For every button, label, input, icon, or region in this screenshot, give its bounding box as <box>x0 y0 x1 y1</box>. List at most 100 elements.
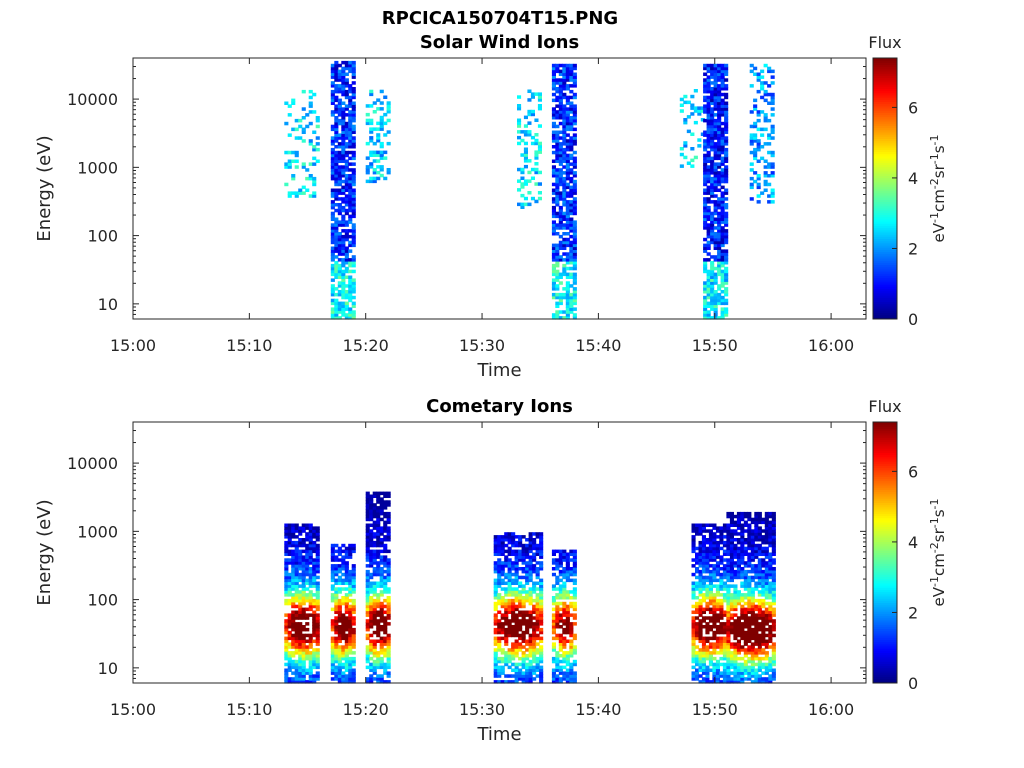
x-tick-label: 15:50 <box>692 336 738 355</box>
colorbar-cell <box>873 99 897 102</box>
heatmap-cell <box>722 651 727 655</box>
heatmap-cell <box>493 662 498 667</box>
heatmap-cell <box>736 677 741 681</box>
heatmap-cell <box>760 84 765 88</box>
heatmap-cell <box>337 636 342 641</box>
heatmap-cell <box>386 500 391 504</box>
heatmap-cell <box>558 633 563 638</box>
heatmap-cell <box>729 529 734 533</box>
heatmap-cell <box>386 110 391 114</box>
heatmap-cell <box>691 665 696 670</box>
heatmap-cell <box>525 622 530 626</box>
heatmap-cell <box>555 610 560 614</box>
heatmap-cell <box>337 133 342 137</box>
heatmap-cell <box>729 613 734 617</box>
heatmap-cell <box>757 622 762 626</box>
heatmap-cell <box>706 136 711 140</box>
heatmap-cell <box>287 535 292 539</box>
heatmap-cell <box>757 520 762 525</box>
heatmap-cell <box>717 118 722 123</box>
heatmap-cell <box>369 622 374 626</box>
heatmap-cell <box>291 543 296 548</box>
heatmap-cell <box>698 648 703 652</box>
heatmap-cell <box>760 95 765 100</box>
heatmap-cell <box>379 127 384 131</box>
heatmap-cell <box>719 593 724 597</box>
heatmap-cell <box>715 645 720 649</box>
heatmap-cell <box>287 104 292 108</box>
heatmap-cell <box>729 601 734 606</box>
heatmap-cell <box>351 616 356 620</box>
heatmap-cell <box>729 630 734 635</box>
heatmap-cell <box>365 601 370 606</box>
colorbar-cell <box>873 116 897 120</box>
heatmap-cell <box>706 127 711 132</box>
heatmap-cell <box>514 648 519 652</box>
colorbar-unit-part: -1 <box>928 134 941 145</box>
heatmap-cell <box>369 598 374 603</box>
heatmap-cell <box>514 627 519 632</box>
heatmap-cell <box>719 610 724 614</box>
heatmap-cell <box>284 593 289 597</box>
heatmap-cell <box>555 156 560 161</box>
heatmap-cell <box>294 616 299 620</box>
heatmap-cell <box>312 535 317 539</box>
heatmap-cell <box>770 171 775 175</box>
heatmap-cell <box>365 607 370 612</box>
heatmap-cell <box>720 84 725 88</box>
heatmap-cell <box>500 665 505 670</box>
heatmap-cell <box>757 514 762 519</box>
heatmap-cell <box>572 249 577 253</box>
heatmap-cell <box>287 162 292 166</box>
heatmap-cell <box>308 659 313 664</box>
heatmap-cell <box>348 263 353 268</box>
heatmap-cell <box>301 659 306 664</box>
heatmap-cell <box>572 78 577 82</box>
heatmap-cell <box>341 281 346 285</box>
heatmap-cell <box>341 275 346 279</box>
heatmap-cell <box>722 654 727 658</box>
heatmap-cell <box>569 194 574 198</box>
heatmap-cell <box>525 630 530 635</box>
heatmap-cell <box>555 185 560 190</box>
heatmap-cell <box>504 532 509 536</box>
heatmap-cell <box>743 587 748 591</box>
heatmap-cell <box>518 645 523 649</box>
heatmap-cell <box>706 87 711 91</box>
heatmap-cell <box>558 63 563 68</box>
heatmap-cell <box>379 529 384 533</box>
heatmap-cell <box>726 575 731 580</box>
heatmap-cell <box>712 546 717 551</box>
heatmap-cell <box>720 301 725 306</box>
heatmap-cell <box>493 593 498 597</box>
heatmap-cell <box>348 162 353 166</box>
heatmap-cell <box>372 639 377 643</box>
heatmap-cell <box>497 538 502 542</box>
heatmap-cell <box>334 298 339 303</box>
heatmap-cell <box>695 569 700 574</box>
colorbar-cell <box>873 58 897 61</box>
heatmap-cell <box>750 633 755 638</box>
heatmap-cell <box>761 625 766 629</box>
heatmap-cell <box>341 81 346 85</box>
heatmap-cell <box>305 538 310 542</box>
heatmap-cell <box>761 677 766 681</box>
heatmap-cell <box>572 552 577 556</box>
heatmap-cell <box>348 168 353 172</box>
heatmap-cell <box>497 564 502 568</box>
heatmap-cell <box>539 581 544 585</box>
heatmap-cell <box>757 598 762 603</box>
heatmap-cell <box>551 107 556 111</box>
heatmap-cell <box>308 598 313 603</box>
heatmap-cell <box>341 220 346 224</box>
heatmap-cell <box>757 651 762 655</box>
heatmap-cell <box>376 561 381 565</box>
heatmap-cell <box>726 561 731 565</box>
heatmap-cell <box>539 564 544 568</box>
heatmap-cell <box>572 677 577 681</box>
heatmap-cell <box>729 561 734 565</box>
heatmap-cell <box>565 304 570 308</box>
heatmap-cell <box>771 645 776 649</box>
heatmap-cell <box>713 92 718 97</box>
heatmap-cell <box>493 654 498 658</box>
